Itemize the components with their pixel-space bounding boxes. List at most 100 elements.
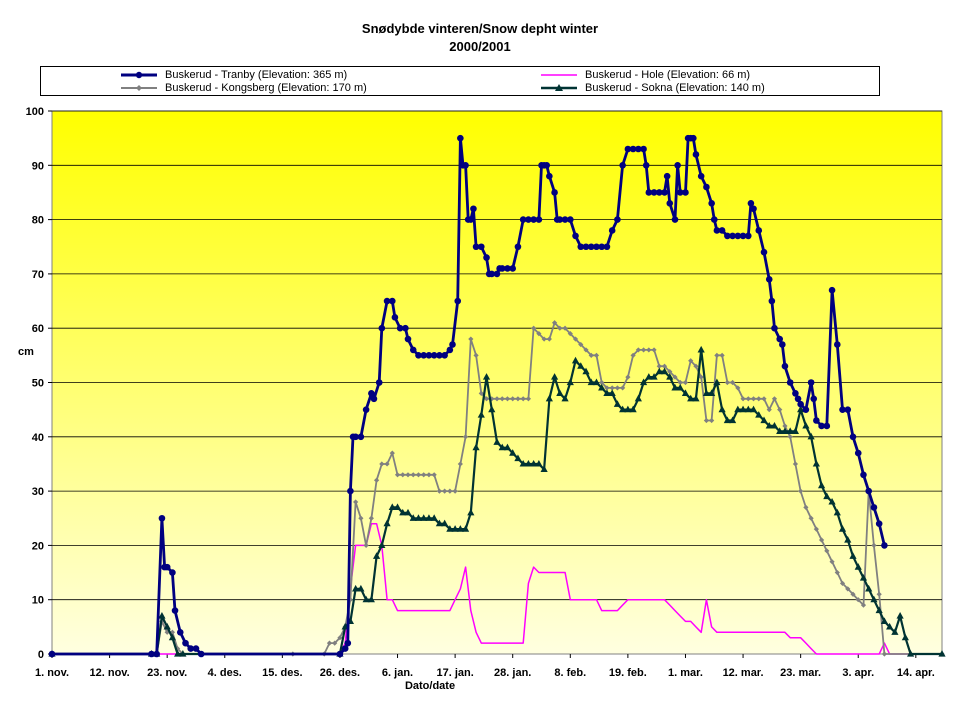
- data-point: [493, 438, 501, 445]
- data-point: [420, 514, 428, 521]
- data-point: [688, 358, 694, 364]
- data-point: [755, 411, 763, 418]
- data-point: [446, 525, 454, 532]
- data-point: [504, 265, 511, 272]
- data-point: [676, 189, 684, 196]
- series-1: [52, 522, 942, 655]
- data-point: [639, 378, 648, 386]
- data-point: [629, 145, 637, 153]
- data-point: [421, 472, 427, 478]
- data-point: [697, 172, 705, 180]
- data-point: [642, 162, 650, 169]
- legend-marker-kongsberg: [121, 85, 157, 91]
- data-point: [472, 443, 480, 451]
- data-point: [761, 396, 767, 402]
- data-point: [536, 331, 542, 337]
- data-point: [399, 508, 407, 516]
- data-point: [650, 373, 658, 380]
- data-point: [797, 400, 804, 408]
- series-line-0: [52, 136, 886, 656]
- data-point: [378, 324, 386, 332]
- data-point: [813, 526, 819, 532]
- data-point: [839, 580, 846, 587]
- data-point: [472, 243, 480, 251]
- data-point: [462, 162, 469, 169]
- data-point: [667, 369, 673, 375]
- data-point: [493, 270, 501, 278]
- data-point: [729, 232, 736, 240]
- data-point: [849, 552, 857, 559]
- legend-marker-tranby: [121, 71, 157, 79]
- x-tick-label: 4. des.: [208, 667, 242, 679]
- data-point: [703, 417, 710, 424]
- data-point: [332, 640, 338, 646]
- data-point: [765, 421, 773, 429]
- data-point: [708, 200, 715, 207]
- x-tick-label: 8. feb.: [554, 667, 586, 679]
- data-point: [901, 633, 909, 641]
- data-point: [520, 396, 526, 402]
- data-point: [719, 352, 725, 358]
- data-point: [509, 265, 517, 272]
- data-point: [629, 405, 637, 413]
- data-point: [744, 232, 752, 240]
- data-point: [671, 383, 679, 391]
- data-point: [587, 378, 595, 386]
- data-point: [724, 379, 730, 386]
- data-point: [690, 134, 697, 142]
- data-point: [598, 243, 606, 251]
- data-point: [834, 569, 840, 576]
- data-point: [372, 552, 381, 559]
- data-point: [409, 514, 417, 521]
- data-point: [488, 270, 496, 278]
- data-point: [870, 595, 878, 603]
- data-point: [614, 216, 621, 223]
- data-point: [744, 405, 752, 413]
- x-tick-label: 6. jan.: [382, 667, 413, 679]
- data-point: [693, 363, 699, 369]
- data-point: [625, 374, 631, 380]
- data-point: [771, 324, 778, 332]
- data-point: [674, 162, 681, 169]
- data-point: [609, 385, 615, 391]
- data-point: [698, 374, 704, 380]
- data-point: [567, 331, 573, 337]
- data-point: [776, 427, 784, 434]
- data-point: [608, 389, 616, 396]
- data-point: [608, 227, 616, 234]
- data-point: [404, 508, 412, 516]
- data-point: [886, 622, 894, 630]
- data-point: [724, 232, 731, 240]
- data-point: [808, 515, 814, 521]
- data-point: [587, 243, 595, 251]
- data-point: [388, 297, 396, 305]
- data-point: [540, 465, 548, 472]
- data-point: [461, 525, 470, 532]
- data-point: [425, 514, 433, 521]
- y-tick-label: 100: [26, 106, 44, 118]
- data-point: [362, 595, 370, 603]
- data-point: [818, 537, 825, 543]
- data-point: [352, 584, 360, 592]
- data-point: [824, 548, 830, 554]
- series-line-1: [52, 522, 942, 655]
- x-tick-label: 26. des.: [320, 667, 360, 679]
- data-point: [593, 352, 600, 358]
- data-point: [498, 265, 506, 272]
- data-point: [718, 405, 726, 413]
- data-point: [368, 390, 375, 397]
- x-tick-label: 1. nov.: [35, 667, 69, 679]
- data-point: [525, 396, 532, 402]
- data-point: [468, 336, 474, 342]
- x-tick-label: 28. jan.: [494, 667, 531, 679]
- data-point: [441, 352, 448, 359]
- data-point: [531, 325, 537, 331]
- data-point: [645, 373, 653, 380]
- legend-label-sokna: Buskerud - Sokna (Elevation: 140 m): [585, 82, 765, 94]
- data-point: [603, 243, 611, 251]
- data-point: [389, 450, 395, 456]
- data-point: [656, 363, 662, 369]
- data-point: [663, 172, 671, 180]
- data-point: [168, 633, 177, 641]
- data-point: [378, 541, 386, 548]
